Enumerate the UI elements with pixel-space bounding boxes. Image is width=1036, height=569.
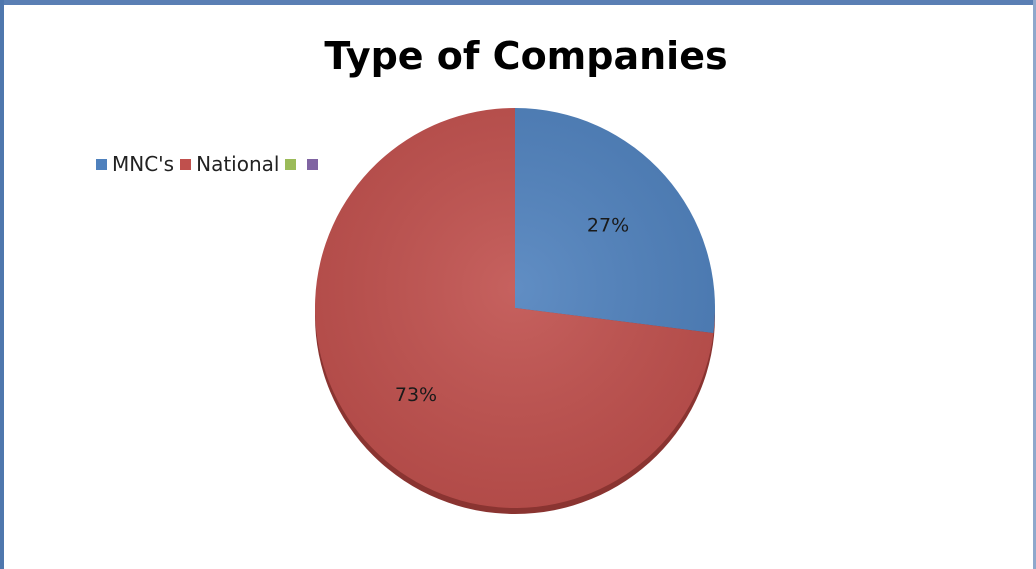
- frame-right-border: [1033, 0, 1036, 569]
- legend-item-empty-4: [307, 158, 323, 170]
- legend-swatch-mncs: [96, 158, 107, 170]
- chart-title: Type of Companies: [324, 34, 728, 78]
- legend: MNC's National: [96, 152, 329, 176]
- frame-left-border: [0, 0, 4, 569]
- legend-label-mncs: MNC's: [112, 152, 175, 176]
- legend-swatch-empty-4: [307, 158, 319, 170]
- frame-top-border: [0, 0, 1036, 5]
- legend-item-national: National: [180, 152, 279, 176]
- data-label-mncs: 27%: [587, 214, 629, 236]
- legend-label-national: National: [196, 152, 280, 176]
- legend-swatch-empty-3: [285, 158, 297, 170]
- legend-swatch-national: [180, 158, 192, 170]
- data-label-national: 73%: [395, 384, 437, 406]
- legend-item-empty-3: [285, 158, 301, 170]
- legend-item-mncs: MNC's: [96, 152, 174, 176]
